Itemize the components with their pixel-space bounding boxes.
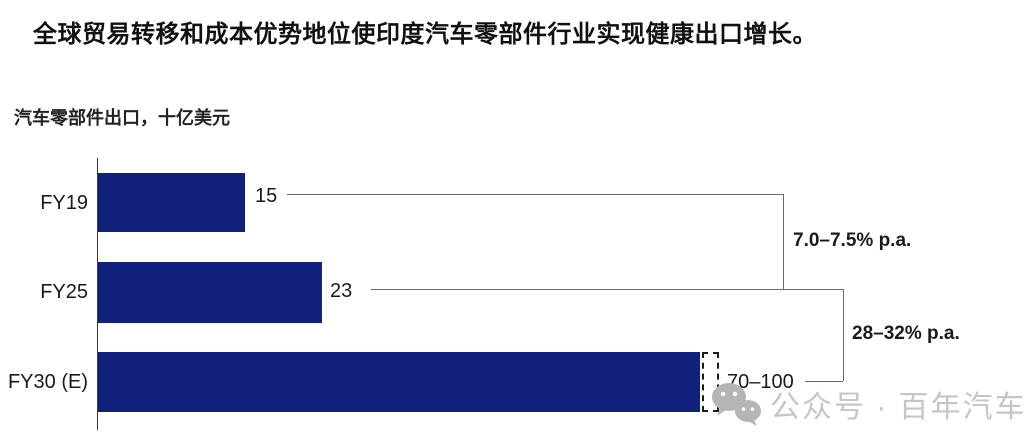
bracket-line-fy25-fy30 bbox=[843, 289, 844, 381]
growth-annotation-fy25-fy30: 28–32% p.a. bbox=[852, 323, 960, 344]
axis-unit-label: 汽车零部件出口，十亿美元 bbox=[14, 108, 230, 128]
watermark-text: 公众号 · 百年汽车 bbox=[770, 391, 1027, 424]
growth-annotation-fy19-fy25: 7.0–7.5% p.a. bbox=[793, 230, 912, 251]
connector-line-fy25 bbox=[371, 289, 843, 290]
y-axis-line bbox=[97, 158, 98, 430]
connector-line-fy19 bbox=[287, 194, 783, 195]
value-label-fy30: 70–100 bbox=[727, 371, 794, 393]
connector-line-fy30 bbox=[805, 381, 843, 382]
watermark: 公众号 · 百年汽车 bbox=[710, 382, 1027, 426]
value-label-fy19: 15 bbox=[255, 185, 278, 207]
bar-fy19 bbox=[98, 173, 245, 232]
bracket-line-fy19-fy25 bbox=[783, 194, 784, 289]
category-label-fy25: FY25 bbox=[40, 281, 88, 303]
bar-fy30-estimate-range-box bbox=[702, 352, 719, 412]
bar-fy25 bbox=[98, 262, 322, 323]
bar-fy30 bbox=[98, 352, 700, 412]
category-label-fy30: FY30 (E) bbox=[7, 371, 88, 393]
wechat-icon bbox=[712, 383, 761, 426]
value-label-fy25: 23 bbox=[330, 280, 353, 302]
category-label-fy19: FY19 bbox=[40, 192, 88, 214]
chart-title: 全球贸易转移和成本优势地位使印度汽车零部件行业实现健康出口增长。 bbox=[33, 21, 817, 48]
